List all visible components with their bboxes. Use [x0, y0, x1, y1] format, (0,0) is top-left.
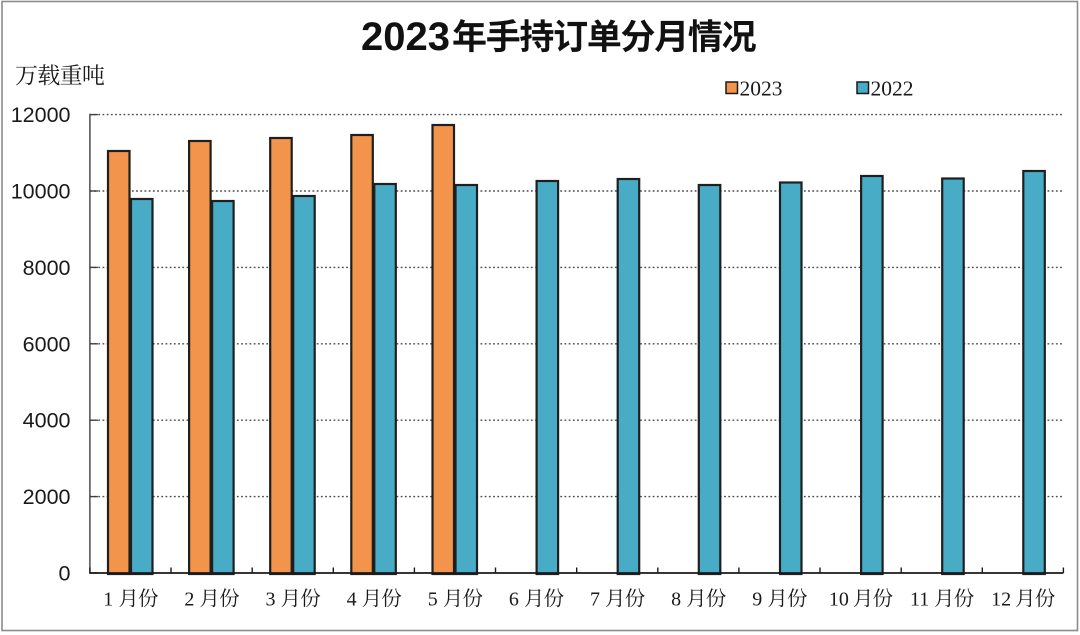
svg-text:4000: 4000: [23, 409, 71, 433]
svg-text:2: 2: [184, 589, 194, 611]
svg-text:11: 11: [910, 589, 929, 611]
svg-text:9: 9: [752, 589, 762, 611]
svg-text:5: 5: [428, 589, 438, 611]
svg-text:1: 1: [103, 589, 113, 611]
svg-text:10000: 10000: [11, 180, 71, 204]
svg-text:12000: 12000: [11, 103, 71, 127]
svg-text:2023: 2023: [361, 15, 450, 59]
svg-text:4: 4: [347, 589, 357, 611]
svg-text:8: 8: [671, 589, 681, 611]
svg-text:6: 6: [509, 589, 519, 611]
svg-text:12: 12: [991, 589, 1011, 611]
svg-text:2000: 2000: [23, 485, 71, 509]
svg-text:2023: 2023: [740, 77, 783, 101]
svg-text:10: 10: [829, 589, 849, 611]
svg-text:6000: 6000: [23, 332, 71, 356]
svg-text:3: 3: [266, 589, 276, 611]
svg-text:7: 7: [590, 589, 600, 611]
svg-text:0: 0: [59, 562, 71, 586]
svg-text:8000: 8000: [23, 256, 71, 280]
svg-text:2022: 2022: [871, 77, 914, 101]
